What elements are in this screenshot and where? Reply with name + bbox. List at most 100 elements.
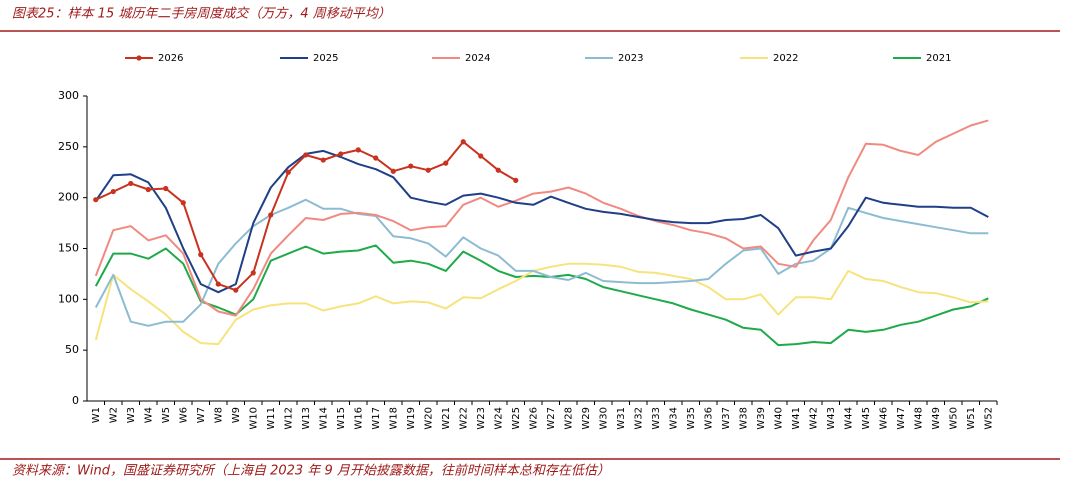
point [390,168,396,174]
x-tick-label: W7 [196,407,207,423]
y-tick-label: 150 [58,242,79,255]
x-tick-label: W18 [388,407,399,430]
point [373,155,379,161]
x-tick-label: W2 [108,407,119,423]
legend-label: 2021 [926,53,951,64]
point [145,186,151,193]
legend-marker [136,55,142,61]
point [110,188,116,195]
point [495,167,501,173]
x-tick-label: W38 [738,407,749,430]
x-tick-label: W47 [896,407,907,430]
x-tick-label: W36 [703,407,714,430]
x-tick-label: W39 [756,407,767,430]
x-tick-label: W9 [231,407,242,423]
x-tick-label: W40 [773,407,784,430]
x-tick-label: W8 [213,407,224,423]
x-tick-label: W21 [441,407,452,430]
x-tick-label: W48 [913,407,924,430]
point [128,180,134,187]
x-tick-label: W41 [791,407,802,430]
x-tick-label: W20 [423,407,434,430]
legend-label: 2026 [158,53,183,64]
x-tick-label: W17 [371,407,382,430]
x-tick-label: W16 [353,407,364,430]
x-tick-label: W52 [983,407,994,430]
y-tick-label: 100 [58,292,79,305]
x-tick-label: W34 [668,407,679,430]
series-line [94,119,989,317]
series-line [94,198,989,327]
x-tick-label: W46 [878,407,889,430]
x-tick-label: W28 [563,407,574,430]
x-tick-label: W49 [931,407,942,430]
point [93,197,99,203]
point [180,200,186,206]
x-tick-label: W33 [651,407,662,430]
series-line [94,149,989,294]
x-tick-label: W51 [966,407,977,430]
legend-label: 2024 [465,53,490,64]
point [303,152,309,158]
x-tick-label: W1 [91,407,102,423]
point [163,185,169,192]
x-tick-label: W15 [336,407,347,430]
source-note: 资料来源：Wind，国盛证券研究所（上海自 2023 年 9 月开始披露数据，往… [12,463,610,479]
point [233,287,239,293]
x-tick-label: W10 [248,407,259,430]
x-tick-label: W12 [283,407,294,430]
x-tick-label: W42 [808,407,819,430]
x-tick-label: W25 [511,407,522,430]
y-tick-label: 50 [65,343,79,356]
x-tick-label: W26 [528,407,539,430]
series-line [95,140,517,292]
point [320,157,326,163]
x-tick-label: W27 [546,407,557,430]
y-tick-label: 250 [58,140,79,153]
point [198,252,204,258]
x-tick-label: W5 [161,407,172,423]
point [338,151,344,157]
x-tick-label: W19 [406,407,417,430]
x-tick-label: W31 [616,407,627,430]
x-tick-label: W32 [633,407,644,430]
x-tick-label: W50 [948,407,959,430]
point [215,281,221,287]
x-tick-label: W44 [843,407,854,430]
x-tick-label: W23 [476,407,487,430]
y-tick-label: 200 [58,191,79,204]
x-tick-label: W37 [721,407,732,430]
point [443,160,449,166]
x-tick-label: W14 [318,407,329,430]
series-line [94,244,989,347]
point [268,212,274,218]
x-tick-label: W3 [126,407,137,423]
y-tick-label: 300 [58,89,79,102]
point [513,177,519,183]
series-line [94,262,989,346]
x-tick-label: W45 [861,407,872,430]
legend-label: 2025 [313,53,338,64]
point [425,167,431,173]
x-tick-label: W22 [458,407,469,430]
chart-title: 图表25：样本 15 城历年二手房周度成交（万方，4 周移动平均） [12,6,391,22]
point [460,139,466,145]
x-tick-label: W30 [598,407,609,430]
legend-label: 2022 [773,53,798,64]
x-tick-label: W13 [301,407,312,430]
x-tick-label: W43 [826,407,837,430]
point [250,270,256,276]
point [285,169,291,175]
x-tick-label: W24 [493,407,504,430]
x-tick-label: W6 [178,407,189,423]
point [478,153,484,159]
point [355,147,361,153]
x-tick-label: W35 [686,407,697,430]
x-tick-label: W4 [143,407,154,423]
y-tick-label: 0 [72,394,79,407]
x-tick-label: W11 [266,407,277,430]
x-tick-label: W29 [581,407,592,430]
point [408,163,414,169]
legend-label: 2023 [618,53,643,64]
